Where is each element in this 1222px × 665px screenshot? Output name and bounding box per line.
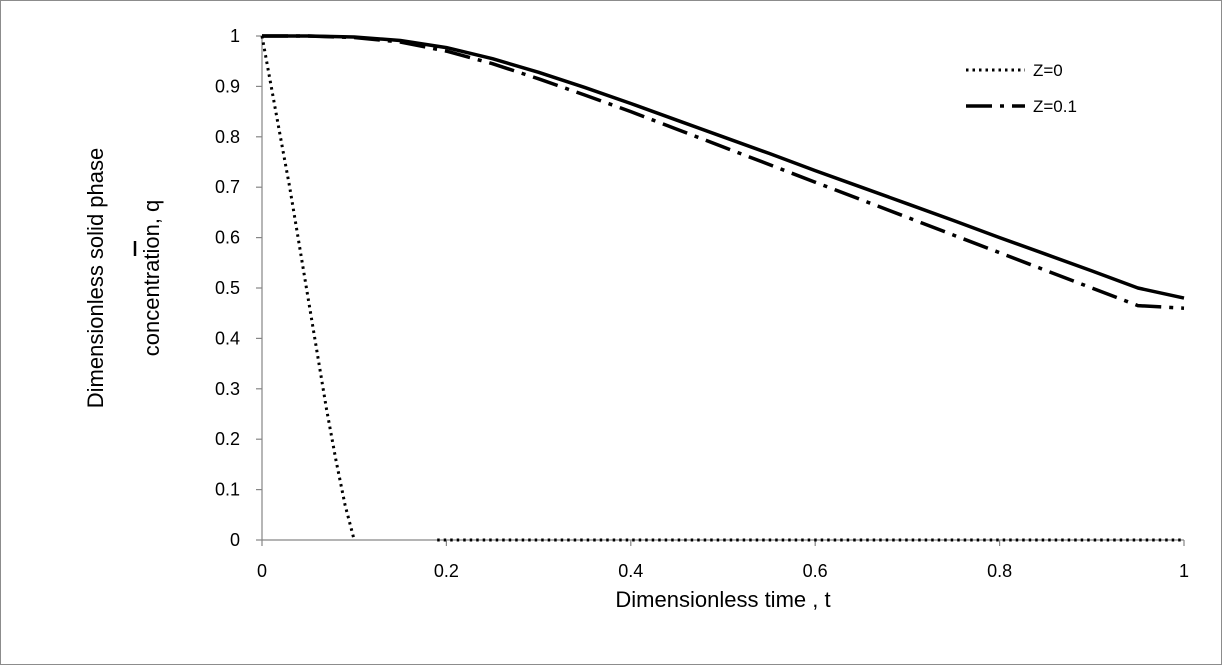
y-tick-label: 1 bbox=[230, 26, 240, 46]
legend-label: Z=0.1 bbox=[1033, 97, 1077, 116]
tick-labels: 0 0.1 0.2 0.3 0.4 0.5 0.6 0.7 0.8 0.9 1 0 0.2 0.4 0.6 0… bbox=[215, 26, 1189, 581]
y-tick-label: 0.6 bbox=[215, 228, 240, 248]
legend-label: Z=0 bbox=[1033, 61, 1063, 80]
y-axis-title: Dimensionless solid phase concentration,… bbox=[83, 148, 164, 408]
x-tick-label: 0.6 bbox=[803, 561, 828, 581]
x-tick-label: 0.8 bbox=[987, 561, 1012, 581]
series-line-unnamed-2 bbox=[262, 34, 1185, 300]
x-axis-title: Dimensionless time , t bbox=[615, 587, 830, 612]
y-tick-label: 0.4 bbox=[215, 328, 240, 348]
y-axis-title-line2: concentration, q bbox=[139, 200, 164, 357]
y-tick-label: 0.8 bbox=[215, 127, 240, 147]
series-line-z-0-1 bbox=[262, 34, 1185, 310]
y-tick-label: 0.7 bbox=[215, 177, 240, 197]
x-tick-label: 0.4 bbox=[618, 561, 643, 581]
y-tick-label: 0.3 bbox=[215, 379, 240, 399]
y-tick-label: 0 bbox=[230, 530, 240, 550]
legend: Z=0 Z=0.1 bbox=[966, 61, 1077, 116]
x-tick-label: 1 bbox=[1179, 561, 1189, 581]
series-line-z-0 bbox=[260, 35, 356, 541]
series-layer bbox=[260, 34, 1185, 542]
y-axis-title-line1: Dimensionless solid phase bbox=[83, 148, 108, 408]
x-tick-label: 0.2 bbox=[434, 561, 459, 581]
x-tick-label: 0 bbox=[257, 561, 267, 581]
y-tick-label: 0.1 bbox=[215, 480, 240, 500]
y-tick-label: 0.9 bbox=[215, 76, 240, 96]
y-tick-label: 0.5 bbox=[215, 278, 240, 298]
y-tick-label: 0.2 bbox=[215, 429, 240, 449]
